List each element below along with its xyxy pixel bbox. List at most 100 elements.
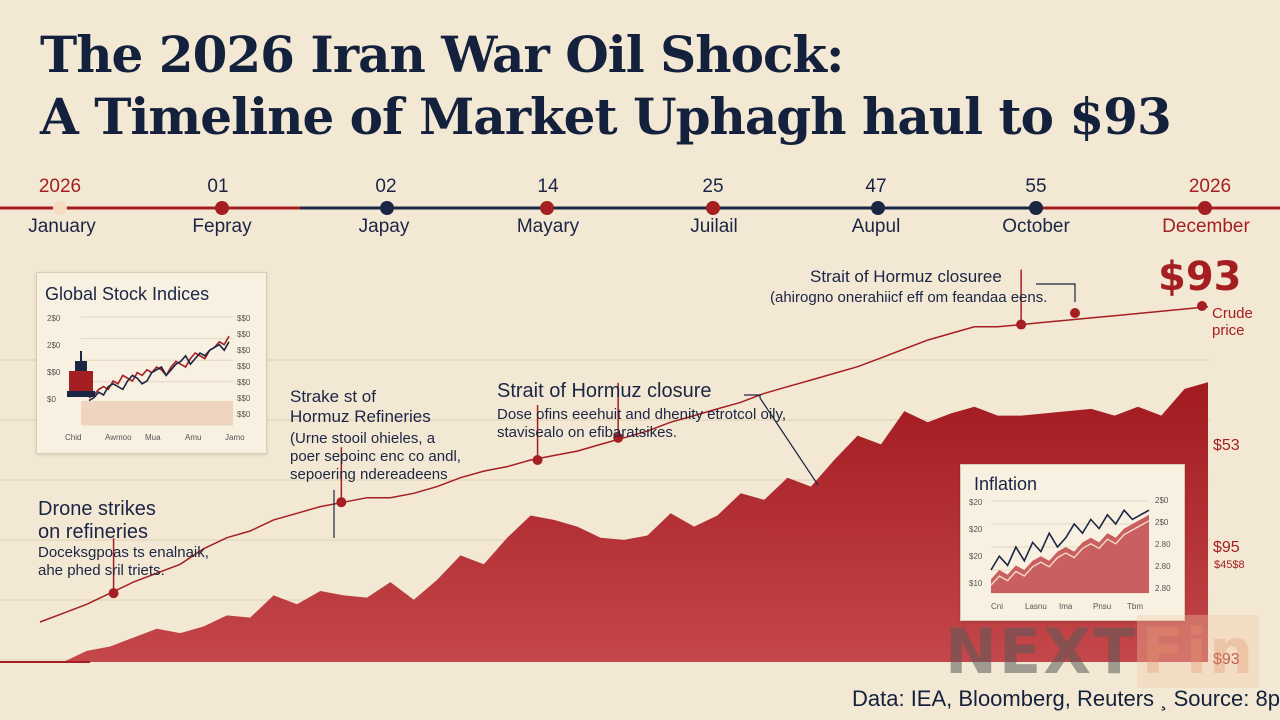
stock-indices-chart: 2$0 2$0 $$0 $0 $$0 $$0 $$0 $$0 $$0 $$0 $$0 Chid Awmo…: [47, 314, 251, 442]
event-marker-dot: [1016, 319, 1027, 330]
y-tick-label: $$0: [237, 410, 251, 419]
annotation-text: sepoering ndereadeens: [290, 466, 448, 483]
y-tick-label: $10: [969, 579, 983, 588]
event-marker-dot: [613, 432, 624, 443]
y-tick-label: $20: [969, 552, 983, 561]
timeline-top-label: 25: [702, 176, 724, 197]
axis-price-label: $95: [1213, 539, 1240, 556]
y-tick-label: $20: [969, 525, 983, 534]
stock-series-line: [88, 341, 230, 402]
stock-indices-panel: Global Stock Indices 2$0 2$0 $$0 $0 $$0 $$0 $$…: [36, 272, 267, 454]
y-tick-label: $$0: [237, 346, 251, 355]
annotation-text: (Urne stooil ohieles, a: [290, 430, 436, 447]
x-tick-label: Amu: [185, 433, 201, 442]
timeline-dot: [540, 201, 554, 215]
timeline-top-label: 2026: [1188, 176, 1232, 197]
timeline-dot: [871, 201, 885, 215]
inflation-area: [991, 514, 1149, 593]
y-tick-label: $$0: [237, 314, 251, 323]
x-tick-label: Jamo: [225, 433, 245, 442]
peak-marker-dot: [1070, 308, 1080, 318]
annotation-text: Strake st of: [290, 387, 376, 406]
annotation-hormuz-title: Strait of Hormuz closure: [497, 380, 712, 402]
timeline-top-label: 47: [865, 176, 887, 197]
oil-rig-icon: [67, 351, 95, 397]
annotation-drone-sub: Doceksgpoas ts enalnaik, ahe phed sril t…: [38, 544, 209, 580]
x-tick-label: Lasnu: [1025, 602, 1047, 611]
timeline-top-label: 01: [207, 176, 229, 197]
inflation-line-navy: [990, 508, 1150, 571]
annotation-text: poer sepoinc enc co andl,: [290, 448, 461, 465]
y-tick-label: 2$0: [47, 314, 61, 323]
timeline-month-label: Aupul: [851, 216, 901, 237]
crude-price-legend: Crude price: [1212, 305, 1272, 339]
inflation-chart: $20 $20 $20 $10 2$0 2$0 2.80 2.80 2.80 Cni Lasnu Im…: [969, 496, 1171, 611]
annotation-text: on refineries: [38, 521, 149, 543]
trend-line: [39, 306, 1209, 623]
timeline-dot: [1029, 201, 1043, 215]
watermark-logo: NEXTFin: [945, 615, 1260, 688]
annotation-hormuz-top-title: Strait of Hormuz closuree: [810, 267, 1002, 286]
annotation-drone-title: Drone strikes on refineries: [38, 498, 156, 544]
watermark-text: Fin: [1137, 615, 1260, 688]
callout-line: [744, 394, 819, 486]
watermark-text: NEXT: [945, 615, 1138, 688]
annotation-strike-title: Strake st of Hormuz Refineries: [290, 387, 431, 428]
legend-text: Crude: [1212, 305, 1253, 322]
annotation-text: stavisealo on efibaratsikes.: [497, 424, 678, 441]
timeline-dot: [53, 201, 67, 215]
y-tick-label: 2.80: [1155, 584, 1171, 593]
x-tick-label: Tbm: [1127, 602, 1143, 611]
x-tick-label: Cni: [991, 602, 1003, 611]
panel-title: Global Stock Indices: [45, 284, 210, 304]
timeline-top-label: 2026: [38, 176, 82, 197]
y-tick-label: $$0: [237, 394, 251, 403]
annotation-text: Doceksgpoas ts enalnaik,: [38, 544, 209, 561]
inflation-panel: Inflation $20 $20 $20 $10 2$0 2$0 2.80 2.80 2.80…: [960, 464, 1185, 621]
y-tick-label: $0: [47, 395, 56, 404]
axis-price-label: $53: [1213, 437, 1240, 454]
annotation-hormuz-top-sub: (ahirogno onerahiicf eff om feandaa eens…: [770, 289, 1048, 306]
timeline-axis: [0, 201, 1280, 215]
panel-title: Inflation: [974, 474, 1038, 494]
legend-text: price: [1212, 321, 1245, 339]
x-tick-label: Chid: [65, 433, 81, 442]
annotation-hormuz-sub: Dose ofins eeehuit and dhenity etrotcol …: [497, 406, 786, 442]
timeline-dot: [1198, 201, 1212, 215]
callout-line: [1036, 283, 1076, 302]
y-tick-label: 2$0: [47, 341, 61, 350]
y-tick-label: 2.80: [1155, 540, 1171, 549]
y-tick-label: $$0: [237, 330, 251, 339]
y-tick-label: 2$0: [1155, 496, 1169, 505]
timeline-dot: [706, 201, 720, 215]
x-tick-label: Mua: [145, 433, 161, 442]
timeline-month-label: January: [28, 216, 96, 237]
event-marker-dot: [336, 497, 347, 508]
panel-band: [81, 401, 233, 425]
y-tick-label: 2.80: [1155, 562, 1171, 571]
timeline-top-label: 14: [537, 176, 559, 197]
peak-marker-dot: [1197, 301, 1207, 311]
y-tick-label: 2$0: [1155, 518, 1169, 527]
timeline-dot: [380, 201, 394, 215]
event-marker-dot: [108, 588, 119, 599]
y-tick-label: $$0: [47, 368, 61, 377]
y-tick-label: $$0: [237, 362, 251, 371]
page-title-line2: A Timeline of Market Uphagh haul to $93: [40, 87, 1172, 146]
y-tick-label: $20: [969, 498, 983, 507]
x-tick-label: Awmoo: [105, 433, 132, 442]
timeline-month-label: Mayary: [516, 216, 580, 237]
event-marker-dot: [532, 454, 543, 465]
annotation-text: ahe phed sril triets.: [38, 562, 165, 579]
x-tick-label: Ima: [1059, 602, 1073, 611]
y-tick-label: $$0: [237, 378, 251, 387]
page-title-line1: The 2026 Iran War Oil Shock:: [40, 25, 844, 84]
annotation-text: Hormuz Refineries: [290, 407, 431, 427]
peak-price-label: $93: [1158, 254, 1242, 300]
crude-price-area: [40, 382, 1208, 662]
stock-series-line: [88, 335, 230, 399]
timeline-month-label: Fepray: [192, 216, 252, 237]
timeline-month-label: October: [1002, 216, 1070, 237]
x-tick-label: Pnsu: [1093, 602, 1111, 611]
axis-price-label: $45$8: [1214, 559, 1245, 571]
